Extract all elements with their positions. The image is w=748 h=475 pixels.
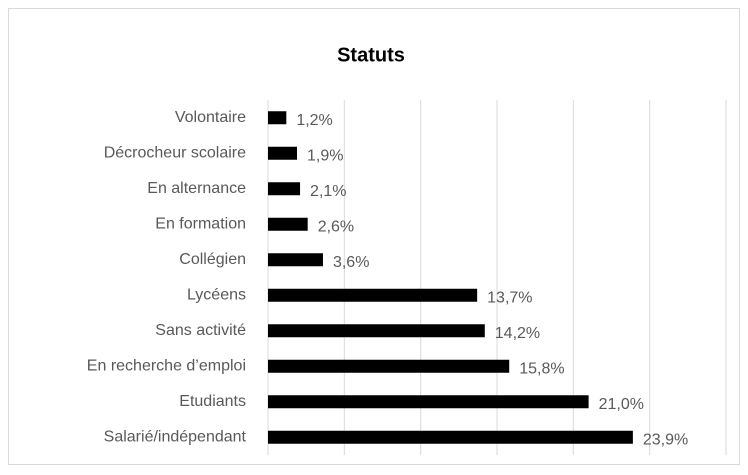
y-tick-label: En recherche d’emploi [87,357,246,374]
y-tick-label: Etudiants [179,393,246,410]
bar [268,395,589,409]
bar [268,253,323,267]
chart-border [8,8,740,465]
value-label: 21,0% [599,396,644,413]
y-tick-label: Sans activité [155,322,246,339]
y-tick-label: Décrocheur scolaire [104,144,246,161]
bar [268,430,633,444]
bar [268,182,301,196]
y-tick-label: Collégien [179,251,246,268]
bar [268,111,287,125]
value-label: 14,2% [495,325,540,342]
y-tick-label: En alternance [147,180,246,197]
y-tick-label: Salarié/indépendant [104,428,247,445]
value-label: 2,1% [310,183,346,200]
bar [268,146,298,160]
value-label: 1,2% [296,112,332,129]
y-tick-label: En formation [155,215,246,232]
value-label: 15,8% [519,360,564,377]
value-label: 2,6% [318,218,354,235]
y-tick-label: Volontaire [175,109,246,126]
chart-title: Statuts [337,44,405,66]
value-label: 13,7% [487,289,532,306]
y-tick-label: Lycéens [187,286,246,303]
bar [268,288,478,302]
value-label: 23,9% [643,431,688,448]
bar [268,324,485,338]
bar [268,359,510,373]
value-label: 1,9% [307,147,343,164]
bar [268,217,308,231]
value-label: 3,6% [333,254,369,271]
